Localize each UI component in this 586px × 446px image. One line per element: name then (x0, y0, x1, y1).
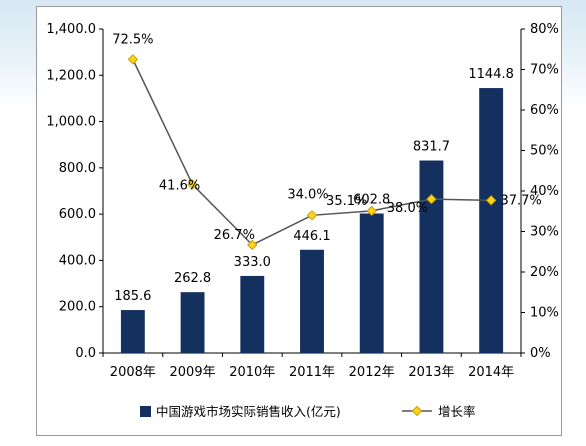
x-tick-label: 2011年 (289, 365, 335, 380)
y-left-tick-label: 800.0 (59, 161, 96, 176)
line-marker (187, 179, 198, 190)
y-right-tick-label: 0% (530, 346, 551, 361)
legend-swatch-bar (140, 406, 151, 417)
line-value-label: 35.1% (326, 194, 367, 209)
bar-value-label: 831.7 (413, 140, 450, 155)
line-marker (247, 239, 258, 251)
x-tick-label: 2010年 (229, 365, 275, 380)
bar (180, 292, 205, 353)
line-marker (306, 210, 318, 221)
y-right-tick-label: 10% (530, 306, 559, 321)
legend-marker (411, 405, 423, 417)
bar (120, 310, 145, 353)
y-left-tick-label: 1,400.0 (46, 22, 96, 37)
line-value-label: 41.6% (159, 179, 200, 194)
y-left-tick-label: 200.0 (59, 300, 96, 315)
x-tick-label: 2012年 (349, 365, 395, 380)
x-tick-label: 2014年 (468, 365, 514, 380)
y-right-tick-label: 60% (530, 103, 559, 118)
line-value-label: 26.7% (214, 228, 255, 243)
line-marker (426, 193, 437, 205)
bar (419, 160, 444, 353)
legend-label-bar: 中国游戏市场实际销售收入(亿元) (156, 404, 341, 419)
x-tick-label: 2008年 (110, 365, 156, 380)
bar-value-label: 446.1 (293, 229, 330, 244)
y-left-tick-label: 0.0 (75, 346, 96, 361)
line-value-label: 37.7% (500, 193, 541, 208)
y-left-tick-label: 1,200.0 (46, 68, 96, 83)
bar-value-label: 185.6 (114, 289, 151, 304)
y-right-tick-label: 40% (530, 184, 559, 199)
y-right-tick-label: 80% (530, 22, 559, 37)
y-left-tick-label: 400.0 (59, 253, 96, 268)
legend-label-line: 增长率 (438, 404, 476, 419)
line-value-label: 72.5% (112, 32, 153, 47)
x-tick-label: 2013年 (408, 365, 454, 380)
line-marker (127, 54, 139, 65)
y-left-tick-label: 600.0 (59, 207, 96, 222)
y-right-tick-label: 30% (530, 225, 559, 240)
bar (479, 88, 504, 353)
bar (240, 275, 265, 353)
bar-value-label: 1144.8 (468, 67, 514, 82)
y-left-tick-label: 1,000.0 (46, 115, 96, 130)
x-tick-label: 2009年 (170, 365, 216, 380)
bar-value-label: 262.8 (174, 271, 211, 286)
line-value-label: 38.0% (387, 201, 428, 216)
bar-value-label: 333.0 (234, 255, 271, 270)
bar (300, 249, 324, 353)
line-marker (366, 205, 377, 217)
line-value-label: 34.0% (287, 187, 328, 202)
y-right-tick-label: 50% (530, 144, 559, 159)
y-right-tick-label: 20% (530, 265, 559, 280)
bar (359, 213, 384, 353)
bar-value-label: 602.8 (353, 192, 390, 207)
line-marker (485, 195, 497, 206)
y-right-tick-label: 70% (530, 63, 559, 78)
